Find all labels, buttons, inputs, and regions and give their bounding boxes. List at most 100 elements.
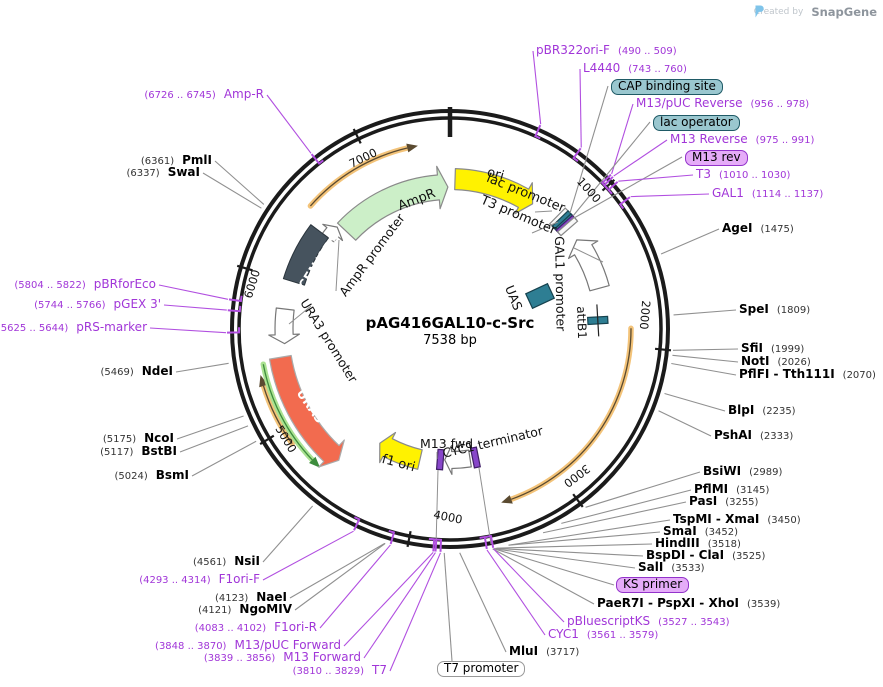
callout-l4440: L4440 (743 .. 760) (583, 62, 687, 76)
callout-pmli: (6361) PmlI (141, 154, 212, 168)
primer-hook-t3 (607, 181, 619, 195)
connector-noti (672, 354, 739, 363)
connector-m13-rev (573, 156, 683, 219)
callout-nsii: (4561) NsiI (193, 555, 260, 569)
feature-ampr (336, 165, 449, 241)
callout-position: (3518) (707, 539, 741, 550)
callout-name: MluI (509, 644, 539, 658)
feature-ura3-promoter (268, 307, 300, 345)
connector-l4440 (579, 68, 582, 148)
primer-hook-pbluescriptks (485, 534, 495, 548)
callout-position: (3145) (736, 485, 770, 496)
connector-swai (202, 172, 262, 209)
callout-name: AgeI (722, 221, 753, 235)
tag-text: CAP binding site (618, 79, 716, 93)
orf-arc-green-centerline (262, 364, 313, 461)
leader-line (288, 305, 312, 325)
leader-line (573, 247, 604, 263)
callout-bstbi: (5117) BstBI (100, 445, 177, 459)
callout-position: (2070) (842, 370, 876, 381)
tag-m13-rev: M13 rev (685, 150, 748, 166)
connector-ngomiv (294, 542, 386, 611)
callout-pbluescriptks: pBluescriptKS (3527 .. 3543) (567, 615, 730, 629)
callout-position: (1809) (776, 305, 811, 316)
callout-amp-r: (6726 .. 6745) Amp-R (144, 88, 264, 102)
connector-agei (660, 228, 720, 255)
callout-name: HindIII (655, 536, 700, 550)
connector-spei (673, 309, 737, 316)
feature-bar-ks-primer (469, 446, 481, 469)
connector-t7 (389, 552, 441, 672)
callout-name: BspDI - ClaI (646, 548, 725, 562)
connector-nsii (262, 505, 314, 563)
tag-text: lac operator (660, 115, 733, 129)
primer-hook-pgex-3 (227, 305, 242, 313)
callout-name: PshAI (714, 428, 753, 442)
connector-tspmi-xmai (508, 519, 671, 546)
callout-position: (3450) (767, 515, 801, 526)
callout-name: pBR322ori-F (536, 43, 610, 57)
callout-m13-forward: (3839 .. 3856) M13 Forward (204, 651, 361, 665)
connector-sfii (672, 348, 739, 351)
leader-line (478, 467, 492, 545)
connector-naei (289, 542, 386, 599)
callout-name: GAL1 (712, 186, 744, 200)
callout-mlui: MluI (3717) (509, 645, 579, 659)
callout-position: (5804 .. 5822) (14, 280, 86, 291)
primer-hook-pbr322ori-f (534, 124, 542, 140)
connector-ndei (175, 362, 229, 373)
callout-blpi: BlpI (2235) (728, 404, 796, 418)
connector-pflfi-tth111i (671, 362, 737, 376)
tick-1000 (601, 178, 616, 192)
feature-uas-box (524, 282, 556, 310)
callout-position: (3810 .. 3829) (292, 666, 365, 677)
tag-cap-binding-site: CAP binding site (611, 79, 723, 95)
connector-mlui (459, 552, 507, 653)
callout-m13-puc-forward: (3848 .. 3870) M13/pUC Forward (155, 639, 341, 653)
connector-t7-promoter (443, 552, 453, 662)
connector-cyc1 (486, 549, 546, 636)
attb1-axis-line (596, 304, 600, 337)
callout-position: (743 .. 760) (628, 64, 687, 75)
orf-arc-left-centerline (262, 385, 293, 444)
callout-name: M13 Reverse (670, 132, 748, 146)
primer-hook-t7 (435, 538, 443, 552)
callout-pbr322ori-f: pBR322ori-F (490 .. 509) (536, 44, 677, 58)
connector-pbr322ori-f (532, 50, 542, 125)
tick-label-2000: 2000 (636, 299, 654, 331)
connector-pgex-3 (163, 304, 227, 311)
callout-bspdi-clai: BspDI - ClaI (3525) (646, 549, 765, 563)
callout-name: TspMI - XmaI (673, 512, 760, 526)
connector-pbrforeco (158, 284, 229, 300)
callout-name: BsmI (155, 468, 189, 482)
tag-text: KS primer (623, 577, 683, 591)
primer-hook-gal1 (618, 196, 631, 210)
callout-position: (6337) (126, 168, 160, 179)
connector-amp-r (266, 94, 312, 154)
callout-position: (6726 .. 6745) (144, 90, 216, 101)
connector-ks-primer (493, 548, 615, 586)
connector-m13-reverse (613, 139, 668, 177)
callout-position: (3255) (725, 497, 759, 508)
callout-bsiwi: BsiWI (2989) (703, 465, 782, 479)
callout-position: (5117) (100, 447, 134, 458)
callout-m13-reverse: M13 Reverse (975 .. 991) (670, 133, 814, 147)
callout-m13-puc-reverse: M13/pUC Reverse (956 .. 978) (636, 97, 809, 111)
connector-m13-puc-forward (343, 551, 434, 647)
callout-pgex-3: (5744 .. 5766) pGEX 3' (34, 298, 161, 312)
callout-name: BsiWI (703, 464, 742, 478)
primer-hook-pbrforeco (228, 295, 243, 303)
primer-hook-f1ori-f (353, 516, 361, 531)
callout-name: pBRforEco (93, 277, 156, 291)
callout-name: Amp-R (223, 87, 264, 101)
callout-name: NcoI (144, 431, 174, 445)
leader-line (435, 469, 439, 547)
connector-pmli (214, 160, 265, 205)
callout-name: M13/pUC Reverse (636, 96, 743, 110)
callout-name: PflFI - Tth111I (739, 367, 835, 381)
leader-line (531, 221, 559, 234)
credit-brand: SnapGene (811, 5, 877, 19)
feature-cyc1-terminator (444, 444, 472, 475)
callout-position: (5744 .. 5766) (34, 300, 106, 311)
tick-5000 (259, 434, 275, 445)
